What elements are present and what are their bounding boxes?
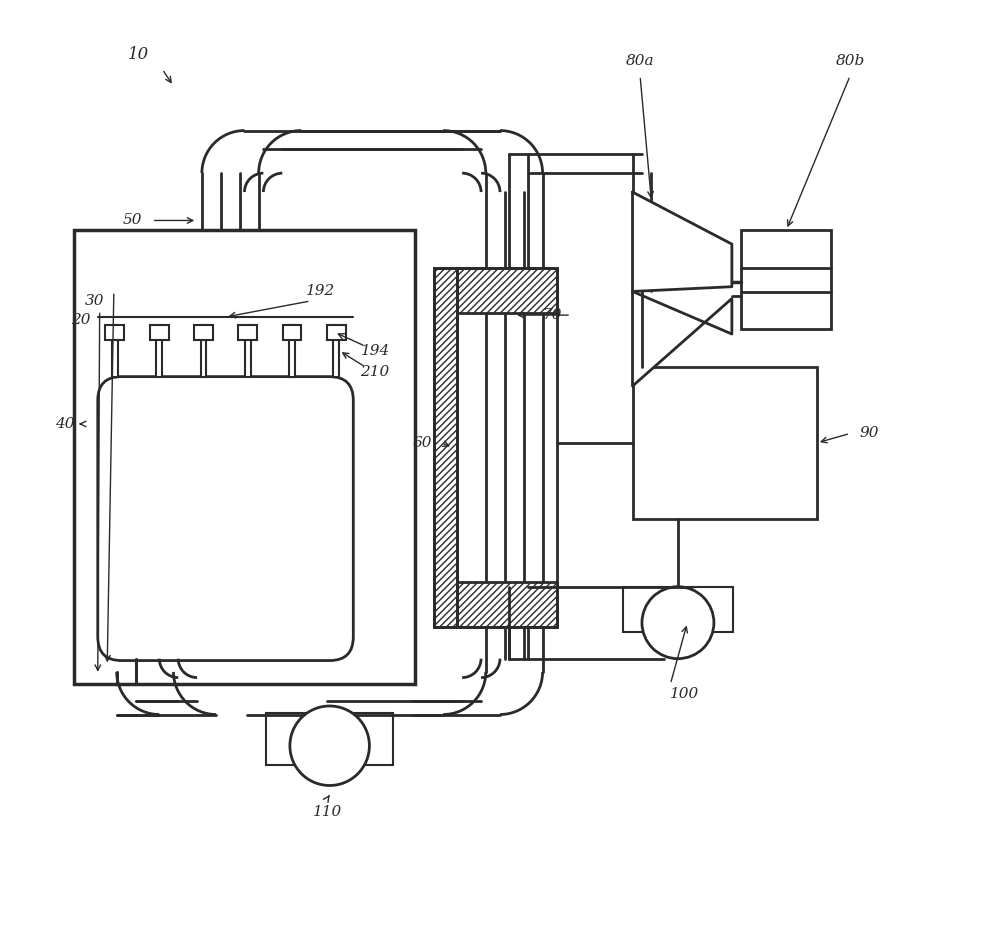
- Bar: [333, 325, 339, 377]
- Bar: [457, 582, 557, 627]
- Bar: [238, 325, 257, 340]
- Text: 90: 90: [859, 426, 879, 441]
- Text: 80b: 80b: [836, 54, 865, 69]
- Bar: [150, 325, 169, 340]
- Text: 30: 30: [85, 294, 105, 307]
- Bar: [266, 713, 393, 764]
- Bar: [434, 268, 457, 627]
- Circle shape: [642, 586, 714, 659]
- Text: 70: 70: [542, 308, 562, 322]
- Text: 80a: 80a: [626, 54, 654, 69]
- FancyBboxPatch shape: [98, 377, 353, 661]
- Bar: [289, 325, 295, 377]
- Bar: [741, 230, 831, 329]
- Text: 110: 110: [313, 805, 342, 819]
- Text: 210: 210: [360, 365, 390, 379]
- Text: 60: 60: [413, 436, 432, 450]
- Bar: [283, 325, 301, 340]
- Bar: [156, 325, 162, 377]
- Bar: [201, 325, 206, 377]
- Bar: [434, 268, 457, 627]
- Bar: [74, 230, 415, 684]
- Bar: [457, 313, 557, 582]
- Text: 194: 194: [360, 344, 390, 358]
- Bar: [633, 367, 817, 519]
- Bar: [194, 325, 213, 340]
- Bar: [105, 325, 124, 340]
- Bar: [112, 325, 118, 377]
- Bar: [457, 268, 557, 313]
- Circle shape: [290, 706, 369, 785]
- Text: 20: 20: [71, 313, 90, 327]
- Text: 50: 50: [123, 213, 143, 228]
- Text: 10: 10: [128, 47, 149, 64]
- Bar: [457, 268, 557, 627]
- Bar: [245, 325, 251, 377]
- Polygon shape: [633, 291, 732, 387]
- Polygon shape: [633, 192, 732, 291]
- Text: 192: 192: [306, 285, 335, 298]
- Bar: [623, 586, 733, 632]
- Bar: [327, 325, 346, 340]
- Text: 40: 40: [55, 417, 74, 431]
- Text: 100: 100: [670, 686, 699, 701]
